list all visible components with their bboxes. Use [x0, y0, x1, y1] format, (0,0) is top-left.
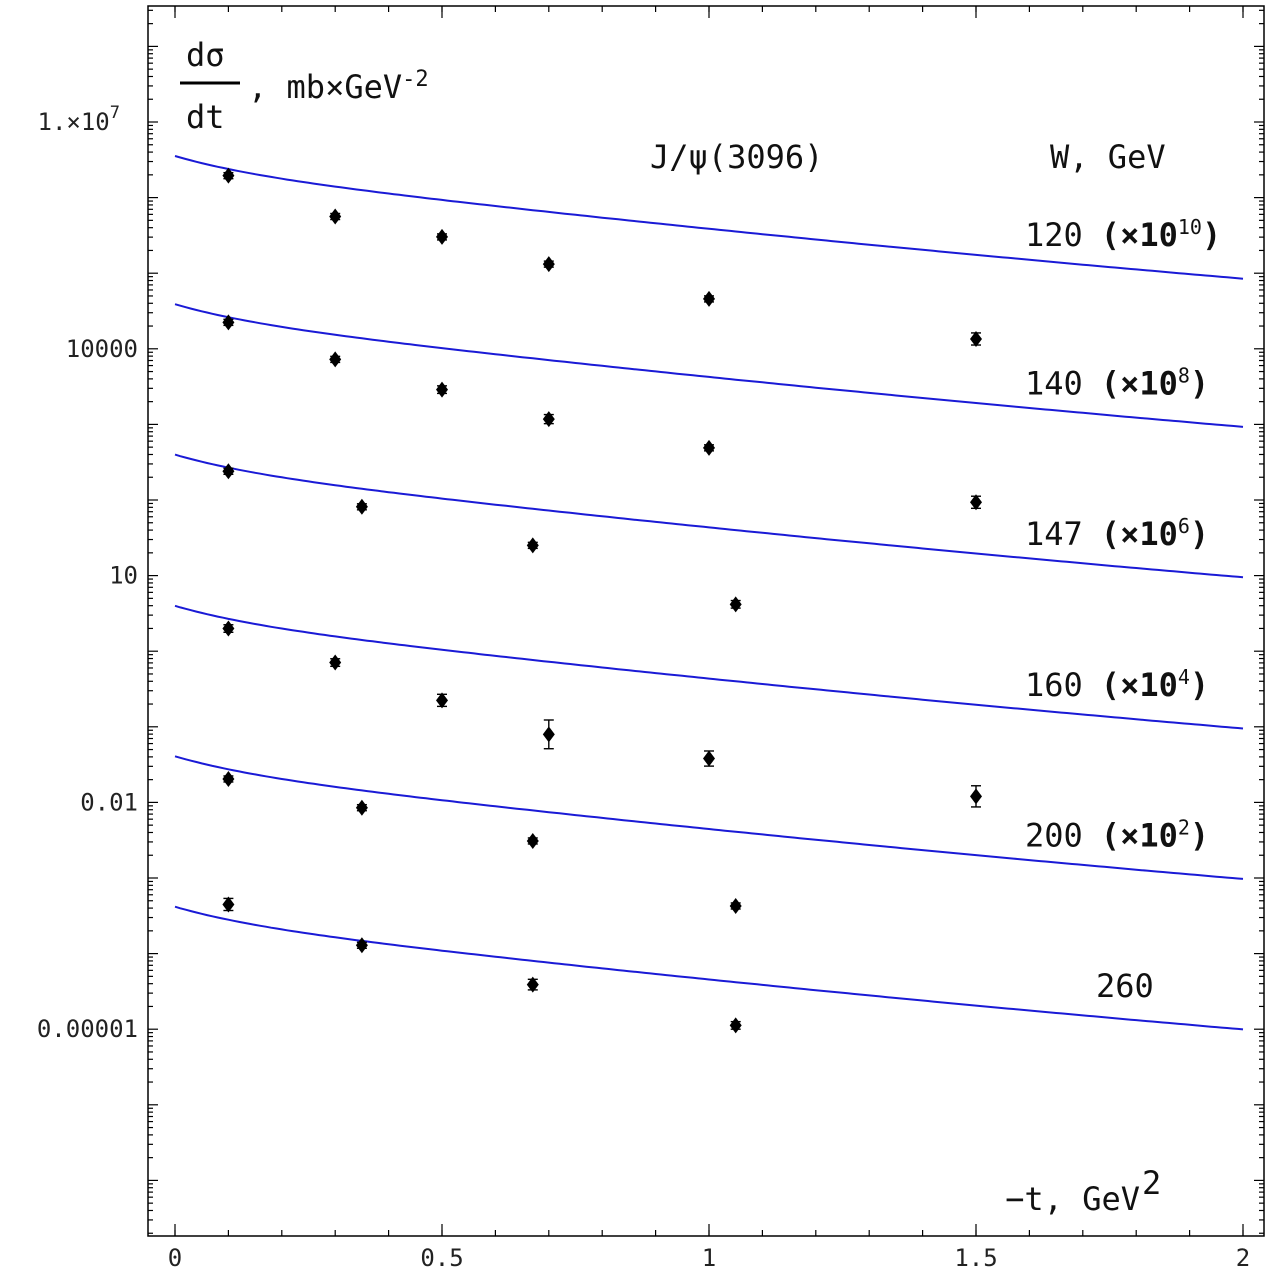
series-label-120: 120 (×1010)	[1025, 215, 1221, 254]
x-tick-label: 2	[1236, 1244, 1250, 1272]
diamond-marker	[542, 411, 555, 428]
data-point-147-1	[355, 498, 368, 515]
y-tick-label: 10	[109, 562, 138, 590]
data-point-160-0	[222, 620, 235, 637]
data-point-160-5	[970, 785, 982, 808]
model-curve-147	[174, 453, 1244, 579]
diamond-marker	[222, 896, 235, 913]
diamond-marker	[970, 494, 982, 511]
model-curve-200	[174, 755, 1244, 880]
diamond-marker	[329, 351, 342, 368]
series-label-140: 140 (×108)	[1025, 363, 1209, 402]
y-tick-label: 10000	[66, 335, 138, 363]
legend-title: W, GeV	[1050, 138, 1166, 176]
data-point-260-2	[526, 976, 539, 993]
model-curves	[174, 155, 1244, 1031]
diamond-marker	[355, 799, 368, 816]
model-curve-140	[174, 303, 1244, 428]
diamond-marker	[355, 498, 368, 515]
data-point-140-3	[542, 411, 555, 428]
data-point-200-1	[355, 799, 368, 816]
data-points	[222, 167, 982, 1034]
data-point-200-0	[222, 770, 235, 787]
data-point-200-2	[526, 832, 539, 849]
data-point-120-0	[222, 167, 235, 184]
series-labels: 120 (×1010) 140 (×108) 147 (×106) 160 (×104) 200…	[1025, 215, 1221, 1005]
data-point-140-4	[703, 439, 715, 456]
data-point-160-3	[542, 719, 555, 750]
diamond-marker	[542, 256, 555, 273]
diamond-marker	[970, 788, 982, 805]
data-point-120-5	[970, 330, 982, 347]
data-point-120-2	[436, 228, 448, 245]
diamond-marker	[222, 463, 235, 480]
diamond-marker	[729, 897, 742, 914]
diamond-marker	[526, 537, 539, 554]
x-tick-label: 0.5	[420, 1244, 463, 1272]
model-curve-160	[174, 604, 1244, 730]
plot-frame	[147, 5, 1265, 1237]
data-point-140-5	[970, 494, 982, 511]
diamond-marker	[436, 381, 448, 398]
diamond-marker	[542, 726, 555, 743]
x-tick-label: 0	[168, 1244, 182, 1272]
data-point-260-0	[222, 896, 235, 913]
diamond-marker	[526, 976, 539, 993]
diamond-marker	[355, 937, 368, 954]
diamond-marker	[526, 832, 539, 849]
series-label-147: 147 (×106)	[1025, 514, 1209, 553]
diamond-marker	[703, 750, 715, 767]
diamond-marker	[970, 330, 982, 347]
data-point-120-1	[329, 208, 342, 225]
data-point-140-2	[436, 381, 448, 398]
data-point-140-1	[329, 351, 342, 368]
diamond-marker	[222, 620, 235, 637]
model-curve-120	[174, 155, 1244, 280]
data-point-140-0	[222, 314, 235, 331]
diamond-marker	[703, 290, 715, 307]
data-point-120-4	[703, 290, 715, 307]
data-point-260-3	[729, 1017, 742, 1034]
diamond-marker	[222, 314, 235, 331]
data-point-160-4	[703, 750, 715, 767]
data-point-147-0	[222, 463, 235, 480]
data-point-147-2	[526, 537, 539, 554]
diamond-marker	[729, 596, 742, 613]
diamond-marker	[222, 167, 235, 184]
diamond-marker	[729, 1017, 742, 1034]
data-point-120-3	[542, 256, 555, 273]
model-curve-260	[174, 905, 1244, 1031]
series-label-260: 260	[1096, 967, 1154, 1005]
data-point-147-3	[729, 596, 742, 613]
y-label-numerator: dσ	[186, 36, 225, 74]
x-axis-label-exp: 2	[1142, 1164, 1161, 1202]
diamond-marker	[436, 692, 448, 709]
y-tick-label: 0.00001	[37, 1015, 138, 1043]
data-point-200-3	[729, 897, 742, 914]
diamond-marker	[329, 208, 342, 225]
diamond-marker	[436, 228, 448, 245]
diamond-marker	[329, 654, 342, 671]
y-axis-label: dσ dt , mb×GeV-2	[180, 36, 429, 136]
x-tick-label: 1.5	[954, 1244, 997, 1272]
y-label-denominator: dt	[186, 98, 225, 136]
y-tick-label: 0.01	[80, 788, 138, 816]
series-label-200: 200 (×102)	[1025, 816, 1209, 855]
axis-ticks	[148, 6, 1264, 1236]
chart-title: J/ψ(3096)	[650, 138, 823, 176]
data-point-260-1	[355, 937, 368, 954]
axis-tick-labels: 0 0.5 1 1.5 2 1.×107 10000 10 0.01 0.00001	[37, 103, 1250, 1272]
diamond-marker	[703, 439, 715, 456]
diamond-marker	[222, 770, 235, 787]
data-point-160-1	[329, 654, 342, 671]
x-tick-label: 1	[702, 1244, 716, 1272]
x-axis-label: −t, GeV	[1005, 1180, 1140, 1218]
y-tick-label: 1.×107	[38, 103, 121, 136]
data-point-160-2	[436, 692, 448, 709]
y-label-units: , mb×GeV-2	[248, 67, 429, 106]
series-label-160: 160 (×104)	[1025, 665, 1209, 704]
